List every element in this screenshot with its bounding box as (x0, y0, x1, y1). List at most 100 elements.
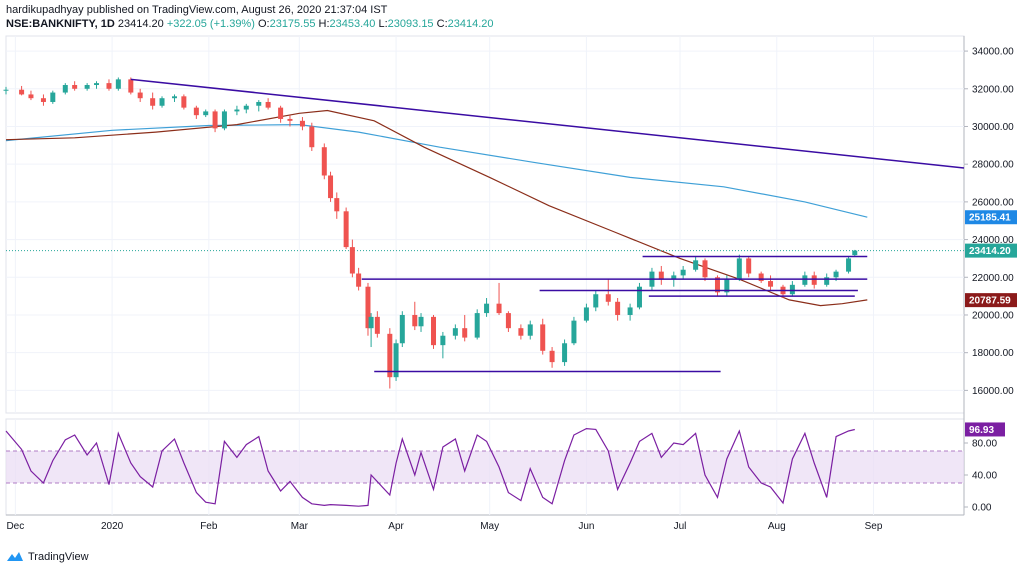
candle-body (137, 92, 143, 99)
candle-body (212, 111, 218, 129)
open-value: 23175.55 (269, 18, 316, 30)
candle-body (518, 328, 524, 336)
y-tick-label: 34000.00 (972, 47, 1014, 58)
x-tick-label: Feb (200, 521, 218, 532)
x-tick-label: Apr (388, 521, 404, 532)
candle-body (106, 83, 112, 89)
candle-body (19, 89, 25, 95)
open-label: O: (257, 18, 270, 30)
candle-body (484, 303, 490, 314)
short-moving-average-line (5, 109, 868, 307)
price-change: +322.05 (+1.39%) (166, 18, 255, 30)
close-label: C: (436, 18, 448, 30)
tradingview-footer: TradingView (6, 549, 89, 565)
candle-body (128, 79, 134, 93)
candle-body (321, 147, 327, 176)
y-tick-label: 18000.00 (972, 348, 1014, 359)
candle-body (393, 343, 399, 378)
candle-body (540, 324, 546, 351)
candle-body (243, 105, 249, 110)
publisher-line: hardikupadhyay published on TradingView.… (6, 4, 388, 16)
candle-body (636, 286, 642, 308)
candle-body (474, 313, 480, 338)
candle-body (693, 260, 699, 270)
candle-body (256, 101, 262, 106)
candle-body (527, 324, 533, 336)
y-tick-label: 26000.00 (972, 197, 1014, 208)
rsi-line (5, 427, 855, 507)
candle-body (150, 98, 156, 106)
y-tick-label: 22000.00 (972, 273, 1014, 284)
candle-body (680, 269, 686, 276)
candle-body (356, 273, 362, 287)
x-tick-label: Mar (291, 521, 309, 532)
candle-body (583, 307, 589, 321)
rsi-value-label: 96.93 (969, 425, 994, 436)
candle-body (671, 275, 677, 280)
candle-body (571, 320, 577, 344)
candle-body (181, 96, 187, 108)
candle-body (658, 271, 664, 280)
candle-body (193, 107, 199, 116)
last-price: 23414.20 (117, 18, 164, 30)
price-tag (965, 243, 1017, 258)
candle-body (387, 333, 393, 378)
candle-body (278, 107, 284, 119)
candle-body (452, 328, 458, 336)
candle-body (746, 258, 752, 274)
candle-body (221, 111, 227, 129)
candle-body (615, 301, 621, 315)
low-label: L: (378, 18, 388, 30)
symbol-ohlc-line: NSE:BANKNIFTY, 1D 23414.20 +322.05 (+1.3… (6, 18, 494, 31)
candle-body (824, 277, 830, 285)
candle-body (562, 343, 568, 363)
y-tick-label: 24000.00 (972, 235, 1014, 246)
candle-body (265, 101, 271, 108)
candle-body (412, 314, 418, 327)
rsi-tick-label: 0.00 (972, 503, 992, 514)
price-pane (5, 35, 965, 414)
candle-body (627, 307, 633, 315)
x-tick-label: Aug (768, 521, 786, 532)
candle-body (846, 258, 852, 272)
low-value: 23093.15 (387, 18, 434, 30)
candle-body (702, 260, 708, 278)
x-tick-label: Jun (578, 521, 594, 532)
candle-body (440, 335, 446, 346)
rsi-value-tag (965, 422, 1005, 437)
candle-body (50, 92, 56, 102)
candle-body (328, 175, 334, 199)
x-tick-label: 2020 (101, 521, 124, 532)
x-tick-label: Dec (6, 521, 24, 532)
candle-body (343, 211, 349, 248)
x-tick-label: Jul (674, 521, 687, 532)
tradingview-logo-icon (7, 552, 23, 561)
candle-body (462, 328, 468, 338)
candle-body (40, 98, 46, 102)
candle-body (72, 85, 78, 89)
high-label: H: (318, 18, 330, 30)
y-tick-label: 28000.00 (972, 160, 1014, 171)
candle-body (593, 294, 599, 308)
symbol-label: NSE:BANKNIFTY, 1D (6, 18, 115, 30)
candle-body (365, 286, 371, 329)
y-tick-label: 16000.00 (972, 386, 1014, 397)
candle-body (758, 273, 764, 282)
candle-body (789, 284, 795, 295)
candle-body (3, 89, 9, 91)
close-value: 23414.20 (447, 18, 494, 30)
candle-body (368, 316, 374, 329)
price-tag-label: 25185.41 (969, 213, 1011, 224)
candle-body (309, 126, 315, 148)
candle-body (159, 98, 165, 106)
trendline-line (130, 78, 965, 169)
candle-body (299, 120, 305, 127)
candle-body (84, 85, 90, 89)
candle-body (736, 258, 742, 280)
candle-body (93, 83, 99, 86)
candle-body (399, 314, 405, 344)
price-tag-label: 23414.20 (969, 246, 1011, 257)
x-tick-label: Sep (865, 521, 883, 532)
rsi-tick-label: 40.00 (972, 471, 997, 482)
